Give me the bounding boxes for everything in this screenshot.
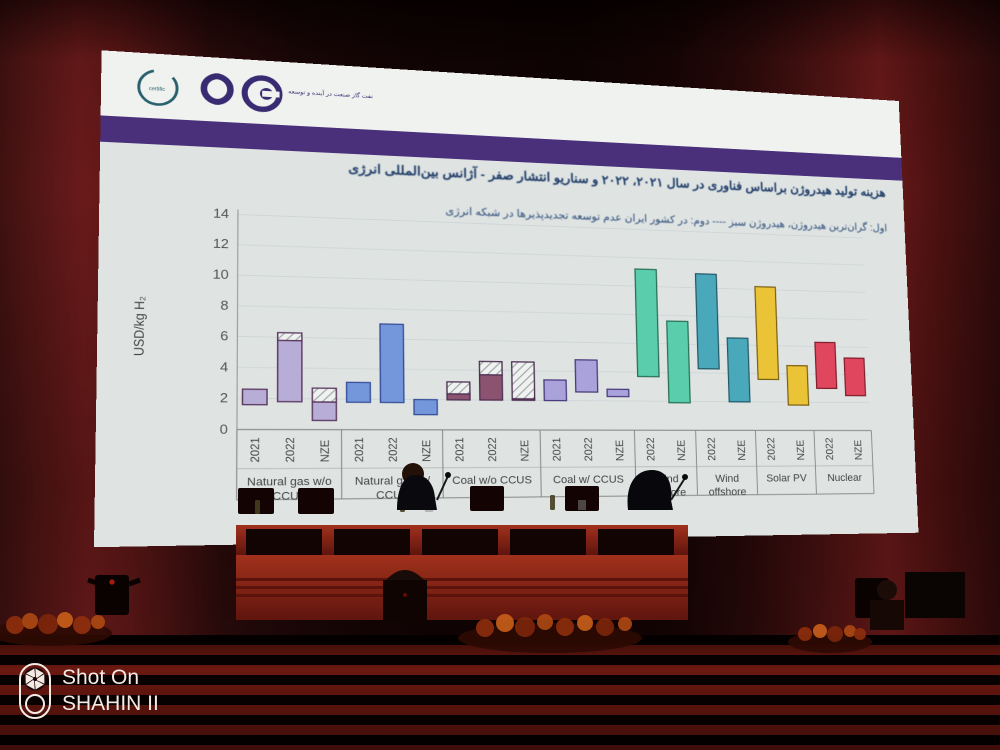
svg-text:10: 10: [213, 266, 229, 281]
svg-text:NZE: NZE: [675, 440, 688, 461]
svg-text:هرزی و نفت گاز صنعت در آینده و: هرزی و نفت گاز صنعت در آینده و توسعه: [288, 86, 373, 101]
svg-text:NZE: NZE: [518, 440, 532, 462]
svg-text:NZE: NZE: [613, 440, 626, 461]
svg-text:8: 8: [220, 297, 228, 312]
svg-text:NZE: NZE: [794, 440, 807, 461]
svg-text:2022: 2022: [644, 437, 657, 461]
svg-text:2022: 2022: [386, 437, 400, 462]
svg-text:certific: certific: [149, 86, 166, 92]
svg-text:2022: 2022: [283, 437, 297, 462]
svg-text:NZE: NZE: [419, 440, 433, 462]
svg-text:6: 6: [220, 328, 228, 343]
svg-text:0: 0: [220, 421, 228, 436]
svg-text:2022: 2022: [705, 437, 718, 461]
svg-text:2022: 2022: [765, 437, 778, 460]
svg-text:2022: 2022: [485, 437, 499, 462]
svg-text:4: 4: [220, 359, 228, 374]
svg-text:NZE: NZE: [735, 440, 748, 461]
svg-text:2022: 2022: [582, 437, 595, 461]
svg-text:12: 12: [213, 236, 229, 251]
svg-text:2022: 2022: [823, 437, 836, 460]
svg-text:2: 2: [220, 390, 228, 405]
svg-text:NZE: NZE: [852, 440, 865, 460]
svg-text:USD/kg H₂: USD/kg H₂: [131, 296, 148, 356]
svg-text:2021: 2021: [352, 437, 366, 462]
svg-text:NZE: NZE: [318, 440, 332, 462]
svg-text:2021: 2021: [248, 437, 263, 463]
svg-text:2021: 2021: [550, 437, 564, 461]
svg-text:2021: 2021: [453, 437, 467, 462]
